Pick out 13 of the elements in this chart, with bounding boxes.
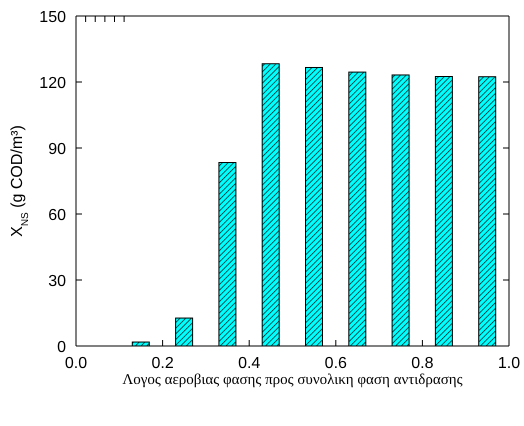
y-tick-label: 30 <box>48 273 66 290</box>
y-tick-label: 120 <box>39 75 66 92</box>
x-tick-label: 0.4 <box>238 355 260 372</box>
x-tick-label: 0.6 <box>324 355 348 372</box>
x-tick-label: 1.0 <box>498 355 520 372</box>
x-axis-title: Λογος αεροβιας φασης προς συνολικη φαση αντιδρασης <box>122 372 463 388</box>
x-tick-label: 0.2 <box>151 355 174 372</box>
x-tick-label: 0.0 <box>64 355 88 372</box>
y-tick-label: 60 <box>48 207 66 224</box>
y-tick-label: 90 <box>48 141 66 158</box>
y-tick-label: 150 <box>39 9 66 26</box>
x-tick-label: 0.8 <box>411 355 434 372</box>
y-tick-label: 0 <box>57 339 66 356</box>
